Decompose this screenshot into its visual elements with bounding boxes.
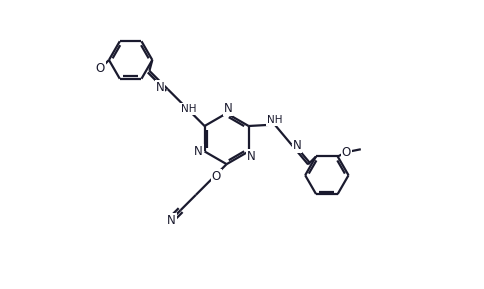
Text: N: N [155, 81, 164, 94]
Text: N: N [292, 139, 301, 152]
Text: N: N [246, 150, 255, 163]
Text: N: N [166, 214, 175, 227]
Text: O: O [341, 146, 350, 159]
Text: O: O [95, 62, 105, 75]
Text: N: N [223, 102, 232, 114]
Text: NH: NH [181, 104, 197, 114]
Text: N: N [194, 145, 202, 158]
Text: O: O [212, 170, 221, 183]
Text: NH: NH [266, 115, 282, 125]
